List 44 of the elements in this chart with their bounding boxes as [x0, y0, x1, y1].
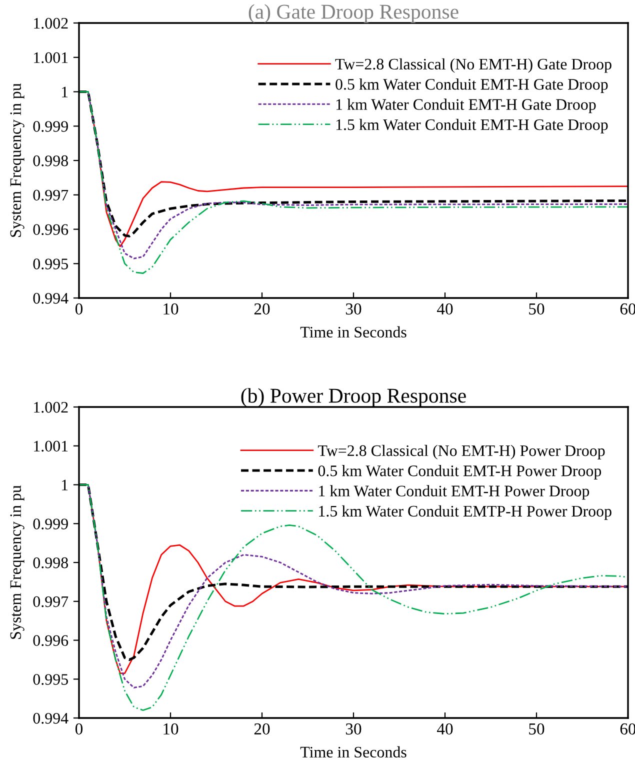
- y-tick-label: 1: [62, 86, 68, 98]
- y-tick-label: 0.995: [33, 258, 68, 270]
- y-tick-label: 1.002: [34, 402, 68, 413]
- x-axis-title: Time in Seconds: [300, 326, 406, 338]
- y-tick-label: 1: [62, 480, 68, 490]
- x-tick-label: 30: [346, 303, 362, 315]
- y-tick-label: 0.994: [33, 292, 68, 304]
- legend-label: 1 km Water Conduit EMT-H Gate Droop: [336, 98, 596, 114]
- legend-label: 0.5 km Water Conduit EMT-H Power Droop: [318, 465, 602, 480]
- y-axis-title: System Frequency in pu: [10, 485, 24, 639]
- y-axis-title: System Frequency in pu: [10, 83, 24, 237]
- x-tick-label: 0: [75, 723, 83, 735]
- y-tick-label: 0.997: [33, 596, 68, 608]
- y-tick-label: 0.998: [33, 155, 68, 166]
- x-tick-label: 20: [254, 723, 270, 735]
- chart-title: (b) Power Droop Response: [241, 388, 466, 407]
- x-tick-label: 40: [436, 723, 453, 735]
- x-axis-title: Time in Seconds: [300, 746, 406, 758]
- x-tick-label: 50: [529, 723, 544, 735]
- x-tick-label: 30: [346, 723, 362, 735]
- y-tick-label: 0.999: [33, 121, 68, 132]
- legend-label: Tw=2.8 Classical (No EMT-H) Gate Droop: [335, 58, 612, 73]
- x-tick-label: 50: [529, 303, 544, 315]
- y-tick-label: 0.995: [33, 674, 68, 685]
- y-tick-label: 0.999: [33, 518, 68, 530]
- legend-label: 1.5 km Water Conduit EMTP-H Power Droop: [319, 505, 612, 520]
- y-tick-label: 0.996: [33, 635, 68, 646]
- y-tick-label: 0.994: [33, 712, 68, 724]
- y-tick-label: 0.997: [33, 190, 68, 201]
- y-tick-label: 0.998: [33, 557, 68, 568]
- x-tick-label: 20: [254, 303, 270, 315]
- y-tick-label: 1.001: [34, 52, 68, 64]
- legend-label: 1 km Water Conduit EMT-H Power Droop: [319, 485, 590, 500]
- chart-title: (a) Gate Droop Response: [248, 4, 458, 23]
- x-tick-label: 10: [164, 723, 178, 735]
- x-tick-label: 0: [75, 303, 83, 315]
- y-tick-label: 1.001: [34, 440, 68, 452]
- y-tick-label: 0.996: [33, 224, 68, 236]
- legend-label: Tw=2.8 Classical (No EMT-H) Power Droop: [318, 444, 605, 460]
- legend-label: 1.5 km Water Conduit EMT-H Gate Droop: [336, 118, 608, 134]
- x-tick-label: 10: [164, 303, 178, 315]
- x-tick-label: 40: [436, 303, 453, 315]
- legend-label: 0.5 km Water Conduit EMT-H Gate Droop: [336, 78, 608, 93]
- y-tick-label: 1.002: [34, 18, 68, 29]
